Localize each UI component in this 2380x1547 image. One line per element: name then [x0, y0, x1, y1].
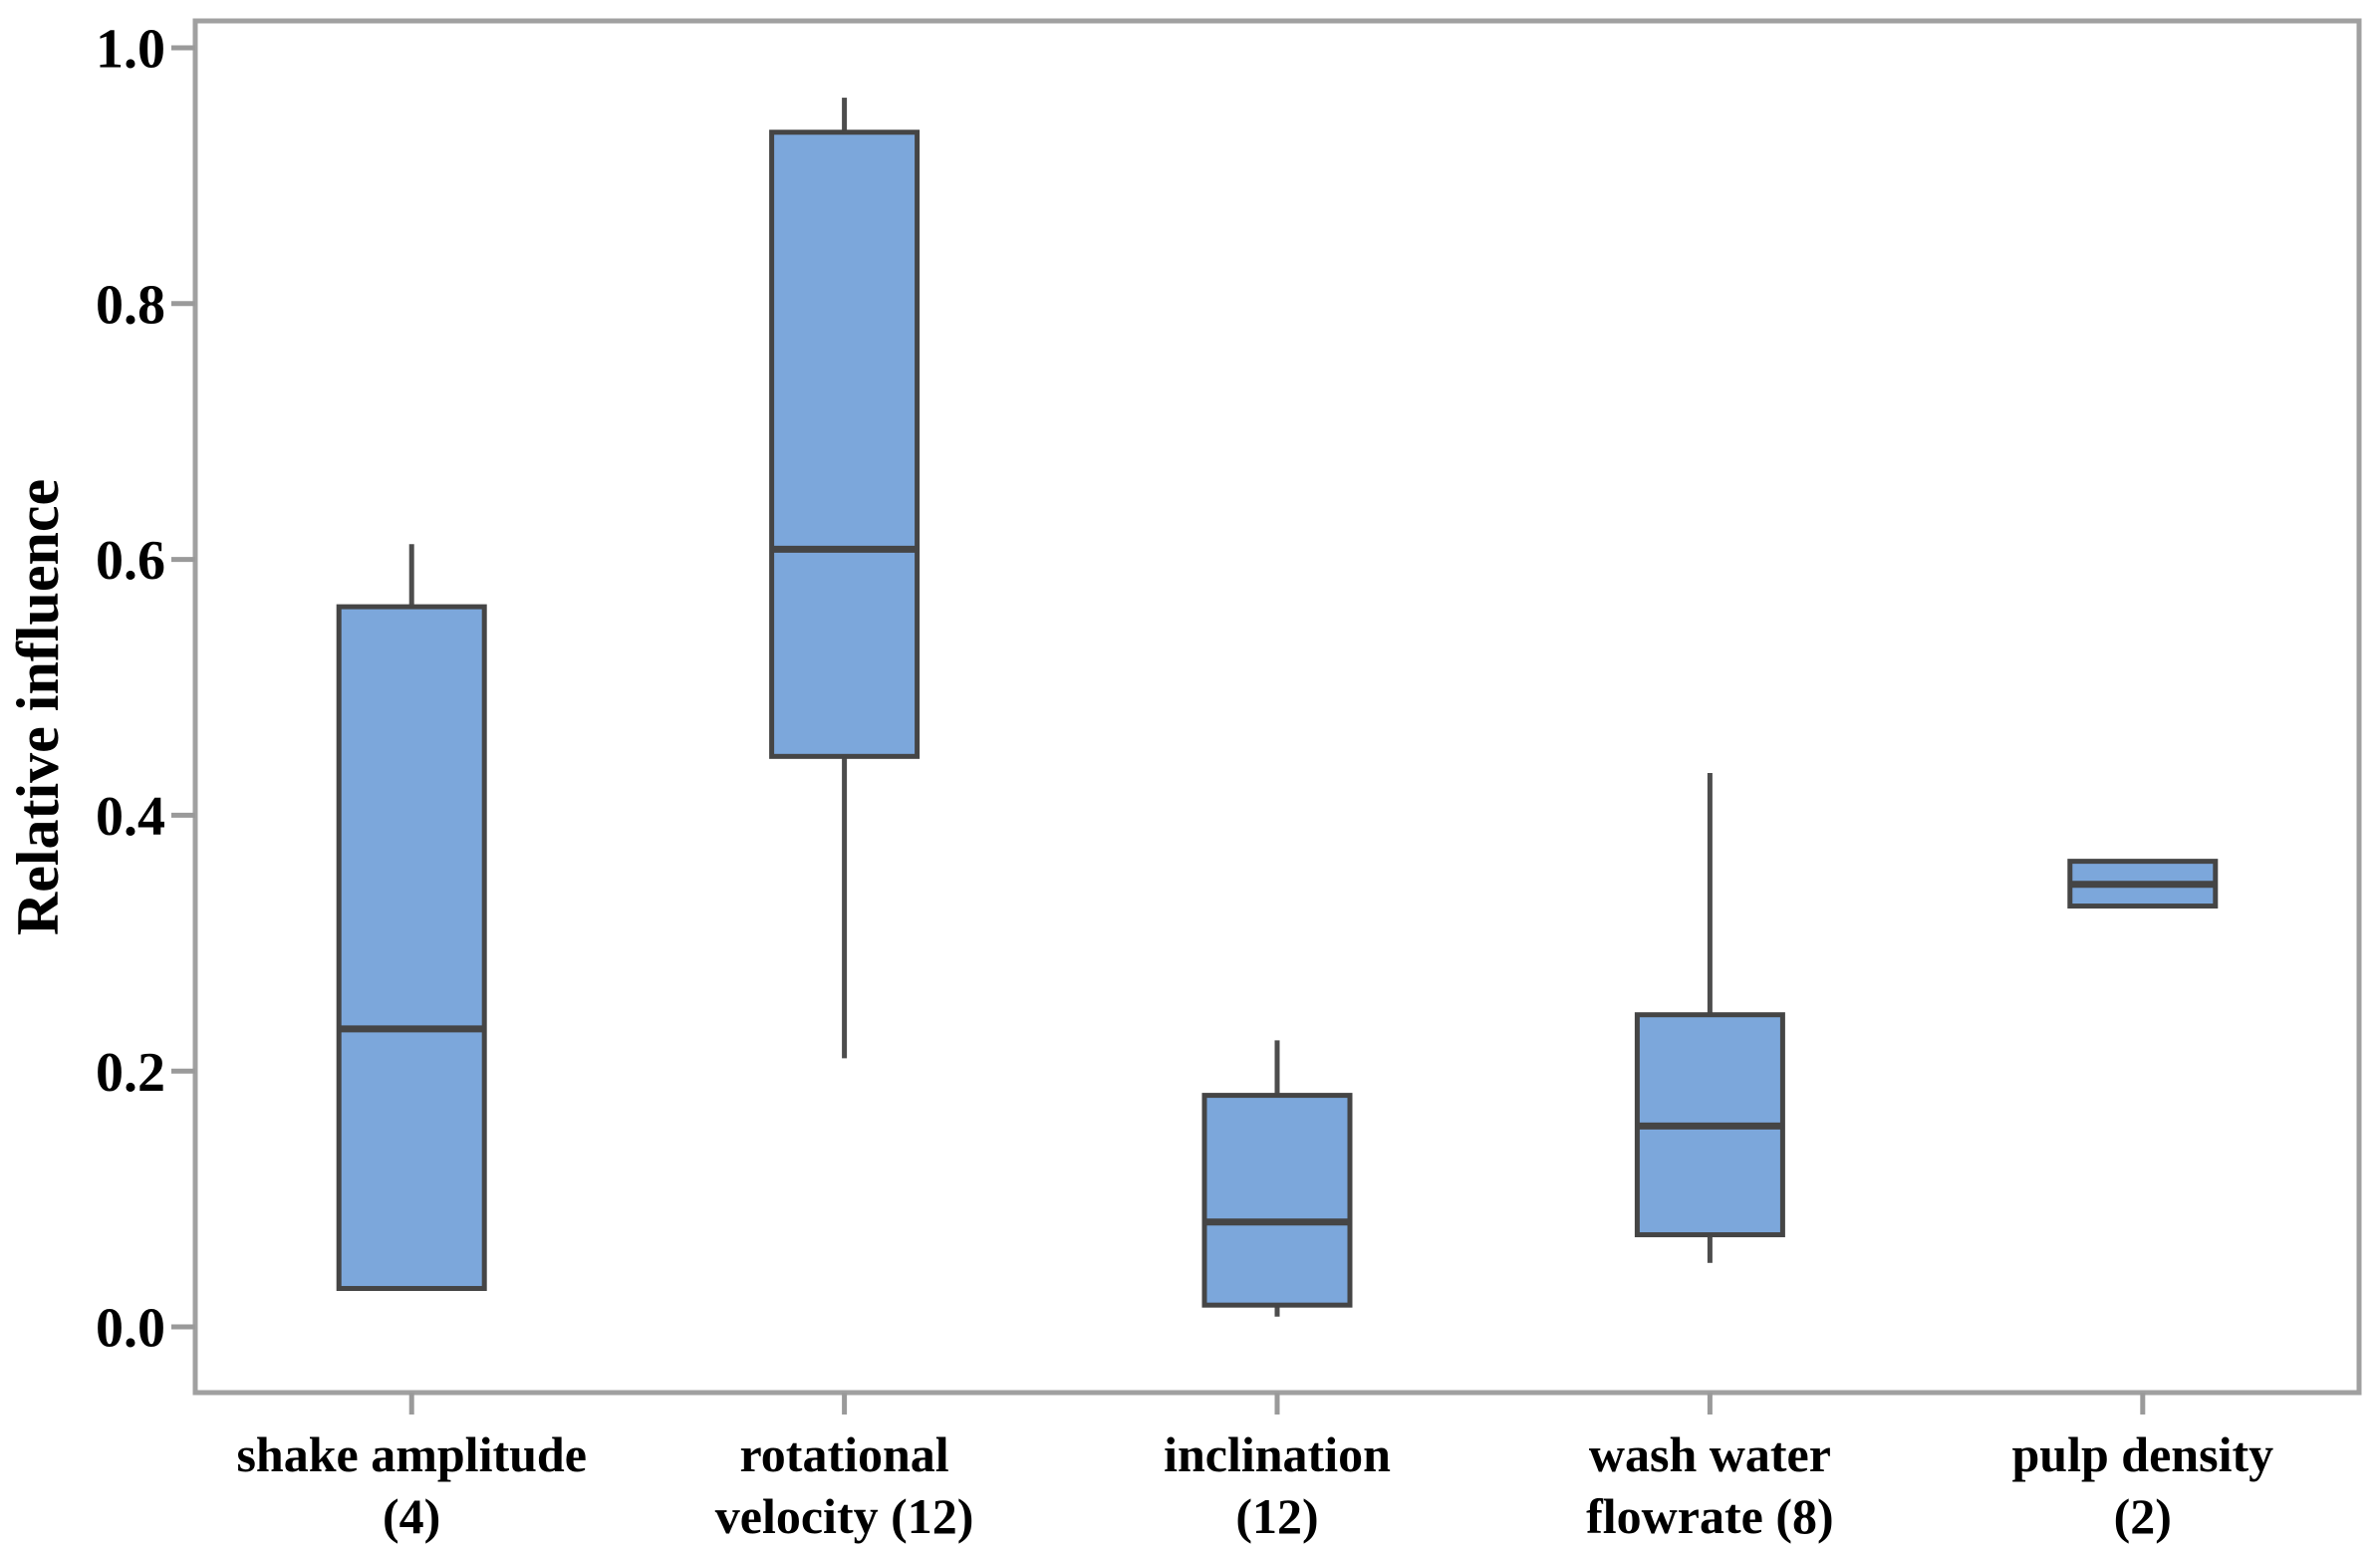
box-shake-amplitude — [336, 604, 487, 1291]
y-tick-label: 0.6 — [96, 530, 165, 592]
y-tick-label: 0.0 — [96, 1298, 165, 1360]
box-inclination — [1201, 1093, 1353, 1308]
y-tick-label: 0.2 — [96, 1042, 165, 1104]
x-tick-label-wash-water-line2: flowrate (8) — [1586, 1488, 1834, 1544]
x-tick-label-rotational-line2: velocity (12) — [715, 1488, 974, 1544]
x-tick-label-pulp-density: pulp density — [2011, 1426, 2273, 1482]
x-tick-label-rotational: rotational — [740, 1426, 949, 1482]
x-tick-label-inclination: inclination — [1164, 1426, 1391, 1482]
x-tick-label-shake-amplitude: shake amplitude — [236, 1426, 586, 1482]
box-rotational — [769, 129, 921, 759]
y-tick-label: 0.8 — [96, 274, 165, 336]
x-tick-label-pulp-density-line2: (2) — [2114, 1488, 2172, 1544]
y-tick-label: 0.4 — [96, 786, 165, 848]
y-axis-title: Relative influence — [5, 479, 71, 935]
x-tick-label-wash-water: wash water — [1589, 1426, 1831, 1482]
x-tick-label-inclination-line2: (12) — [1235, 1488, 1318, 1544]
y-tick-label: 1.0 — [96, 19, 165, 81]
x-tick-label-shake-amplitude-line2: (4) — [383, 1488, 440, 1544]
